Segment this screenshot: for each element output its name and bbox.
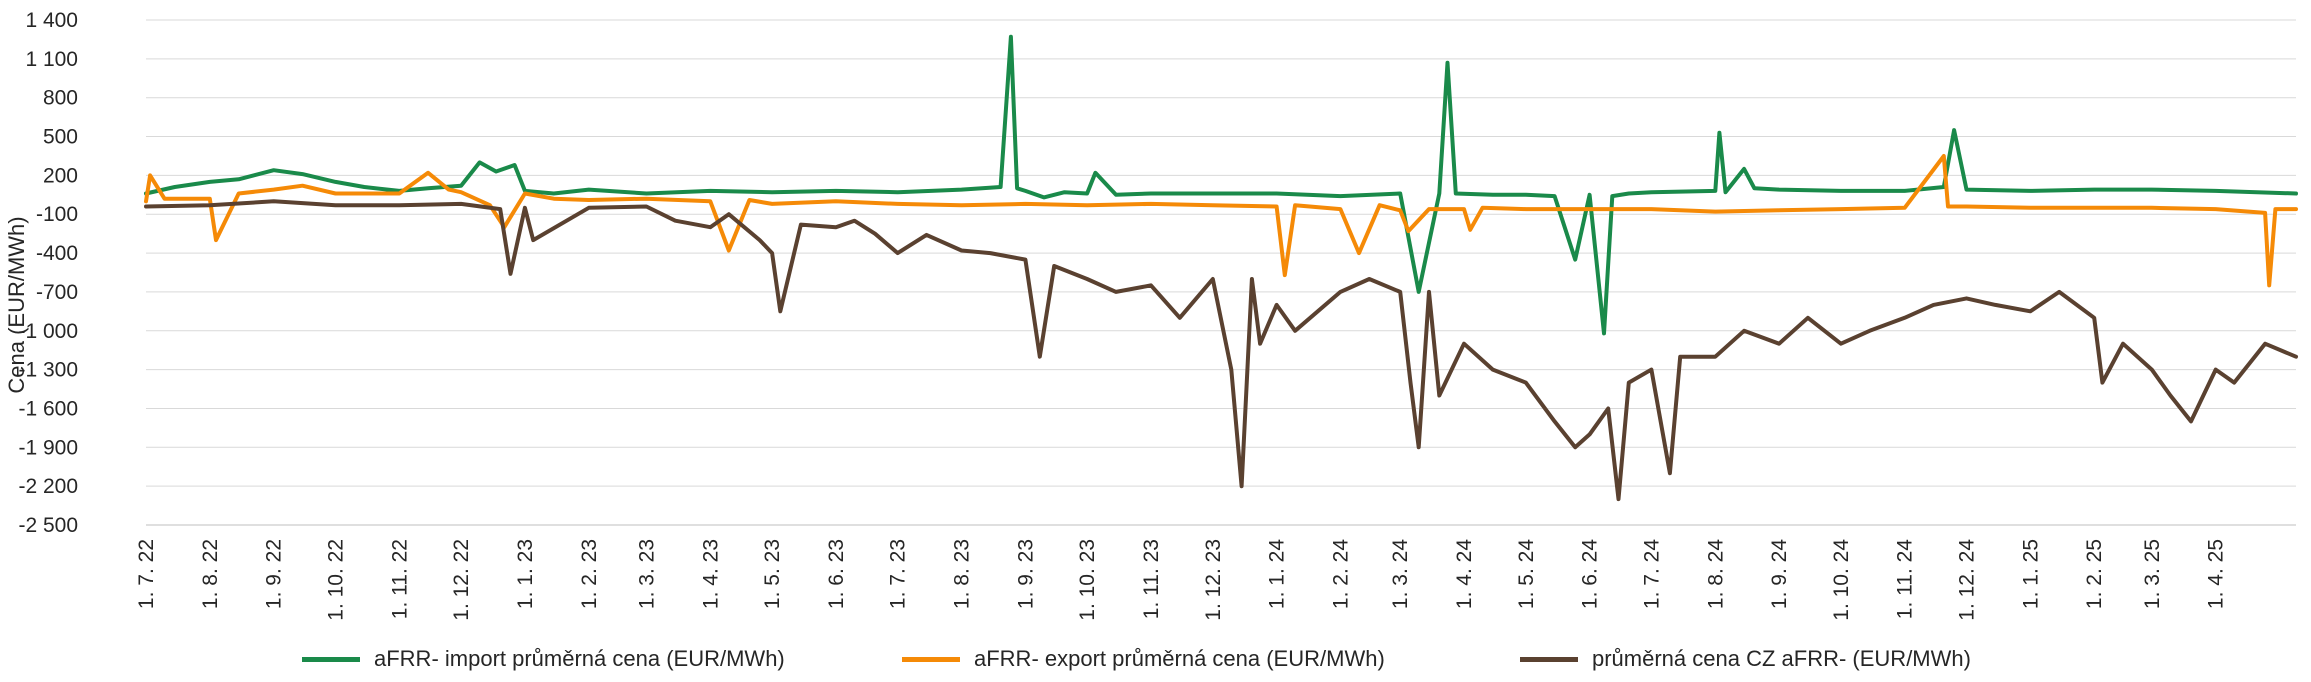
x-tick-label: 1. 2. 24: [1329, 539, 1352, 609]
x-tick-label: 1. 8. 24: [1704, 539, 1727, 609]
x-tick-label: 1. 2. 23: [578, 539, 601, 609]
x-tick-label: 1. 10. 24: [1830, 539, 1853, 621]
x-tick-label: 1. 9. 22: [263, 539, 286, 609]
y-tick-label: -1 600: [18, 397, 78, 420]
x-tick-label: 1. 7. 22: [135, 539, 158, 609]
y-tick-label: -2 200: [18, 475, 78, 498]
series-lines: [144, 34, 2298, 502]
legend-item-cz: průměrná cena CZ aFRR- (EUR/MWh): [1520, 642, 1971, 676]
x-tick-label: 1. 11. 23: [1140, 539, 1163, 619]
y-tick-label: 1 400: [25, 9, 78, 32]
x-tick-label: 1. 8. 22: [199, 539, 222, 609]
x-tick-label: 1. 1. 24: [1266, 539, 1289, 609]
x-tick-label: 1. 10. 23: [1076, 539, 1099, 621]
x-tick-label: 1. 12. 24: [1955, 539, 1978, 621]
x-tick-label: 1. 12. 23: [1202, 539, 1225, 621]
x-tick-label: 1. 8. 23: [951, 539, 974, 609]
legend-swatch-cz: [1520, 656, 1578, 662]
x-tick-label: 1. 9. 24: [1768, 539, 1791, 609]
x-tick-label: 1. 7. 23: [887, 539, 910, 609]
y-tick-label: -1 900: [18, 436, 78, 459]
y-tick-label: -1 000: [18, 320, 78, 343]
x-tick-label: 1. 1. 23: [514, 539, 537, 609]
x-tick-label: 1. 4. 23: [699, 539, 722, 609]
legend: aFRR- import průměrná cena (EUR/MWh) aFR…: [0, 642, 2311, 676]
y-tick-label: -100: [36, 203, 78, 226]
y-tick-label: 500: [43, 126, 78, 149]
legend-item-import: aFRR- import průměrná cena (EUR/MWh): [302, 642, 785, 676]
x-tick-label: 1. 2. 25: [2083, 539, 2106, 609]
x-tick-label: 1. 9. 23: [1014, 539, 1037, 609]
x-tick-label: 1. 12. 22: [450, 539, 473, 621]
gridlines: [146, 19, 2296, 526]
x-axis: 1. 7. 22 1. 8. 22 1. 9. 22 1. 10. 22 1. 11. …: [135, 524, 2296, 621]
y-tick-label: -400: [36, 242, 78, 265]
x-tick-label: 1. 11. 22: [388, 539, 411, 619]
line-chart: 1 400 1 100 800 500 200 -100 -400 -700 -1 000 -1 …: [4, 9, 2298, 621]
x-tick-label: 1. 7. 24: [1640, 539, 1663, 609]
legend-swatch-import: [302, 656, 360, 662]
x-tick-label: 1. 10. 22: [324, 539, 347, 621]
x-tick-label: 1. 6. 24: [1579, 539, 1602, 609]
legend-label-export: aFRR- export průměrná cena (EUR/MWh): [974, 646, 1385, 671]
y-axis-label: Cena (EUR/MWh): [4, 216, 29, 393]
series-line-cz: [144, 199, 2298, 502]
x-tick-label: 1. 4. 24: [1453, 539, 1476, 609]
x-tick-label: 1. 3. 25: [2141, 539, 2164, 609]
legend-swatch-export: [902, 656, 960, 662]
x-tick-label: 1. 5. 23: [761, 539, 784, 609]
legend-label-import: aFRR- import průměrná cena (EUR/MWh): [374, 646, 785, 671]
y-tick-label: -1 300: [18, 359, 78, 382]
y-tick-label: 800: [43, 87, 78, 110]
series-line-export: [144, 154, 2298, 288]
x-tick-label: 1. 5. 24: [1515, 539, 1538, 609]
legend-item-export: aFRR- export průměrná cena (EUR/MWh): [902, 642, 1385, 676]
series-line-import: [144, 34, 2298, 336]
x-tick-label: 1. 3. 23: [635, 539, 658, 609]
y-tick-label: 1 100: [25, 48, 78, 71]
y-tick-label: -2 500: [18, 514, 78, 537]
x-tick-label: 1. 6. 23: [825, 539, 848, 609]
x-tick-label: 1. 4. 25: [2205, 539, 2228, 609]
x-tick-label: 1. 11. 24: [1894, 539, 1917, 619]
y-tick-label: 200: [43, 164, 78, 187]
x-tick-label: 1. 3. 24: [1389, 539, 1412, 609]
legend-label-cz: průměrná cena CZ aFRR- (EUR/MWh): [1592, 646, 1971, 671]
y-axis: 1 400 1 100 800 500 200 -100 -400 -700 -1 000 -1 …: [18, 9, 78, 537]
x-tick-label: 1. 1. 25: [2019, 539, 2042, 609]
y-tick-label: -700: [36, 281, 78, 304]
